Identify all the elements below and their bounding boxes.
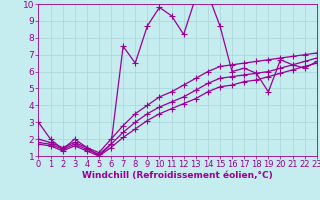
X-axis label: Windchill (Refroidissement éolien,°C): Windchill (Refroidissement éolien,°C) [82, 171, 273, 180]
